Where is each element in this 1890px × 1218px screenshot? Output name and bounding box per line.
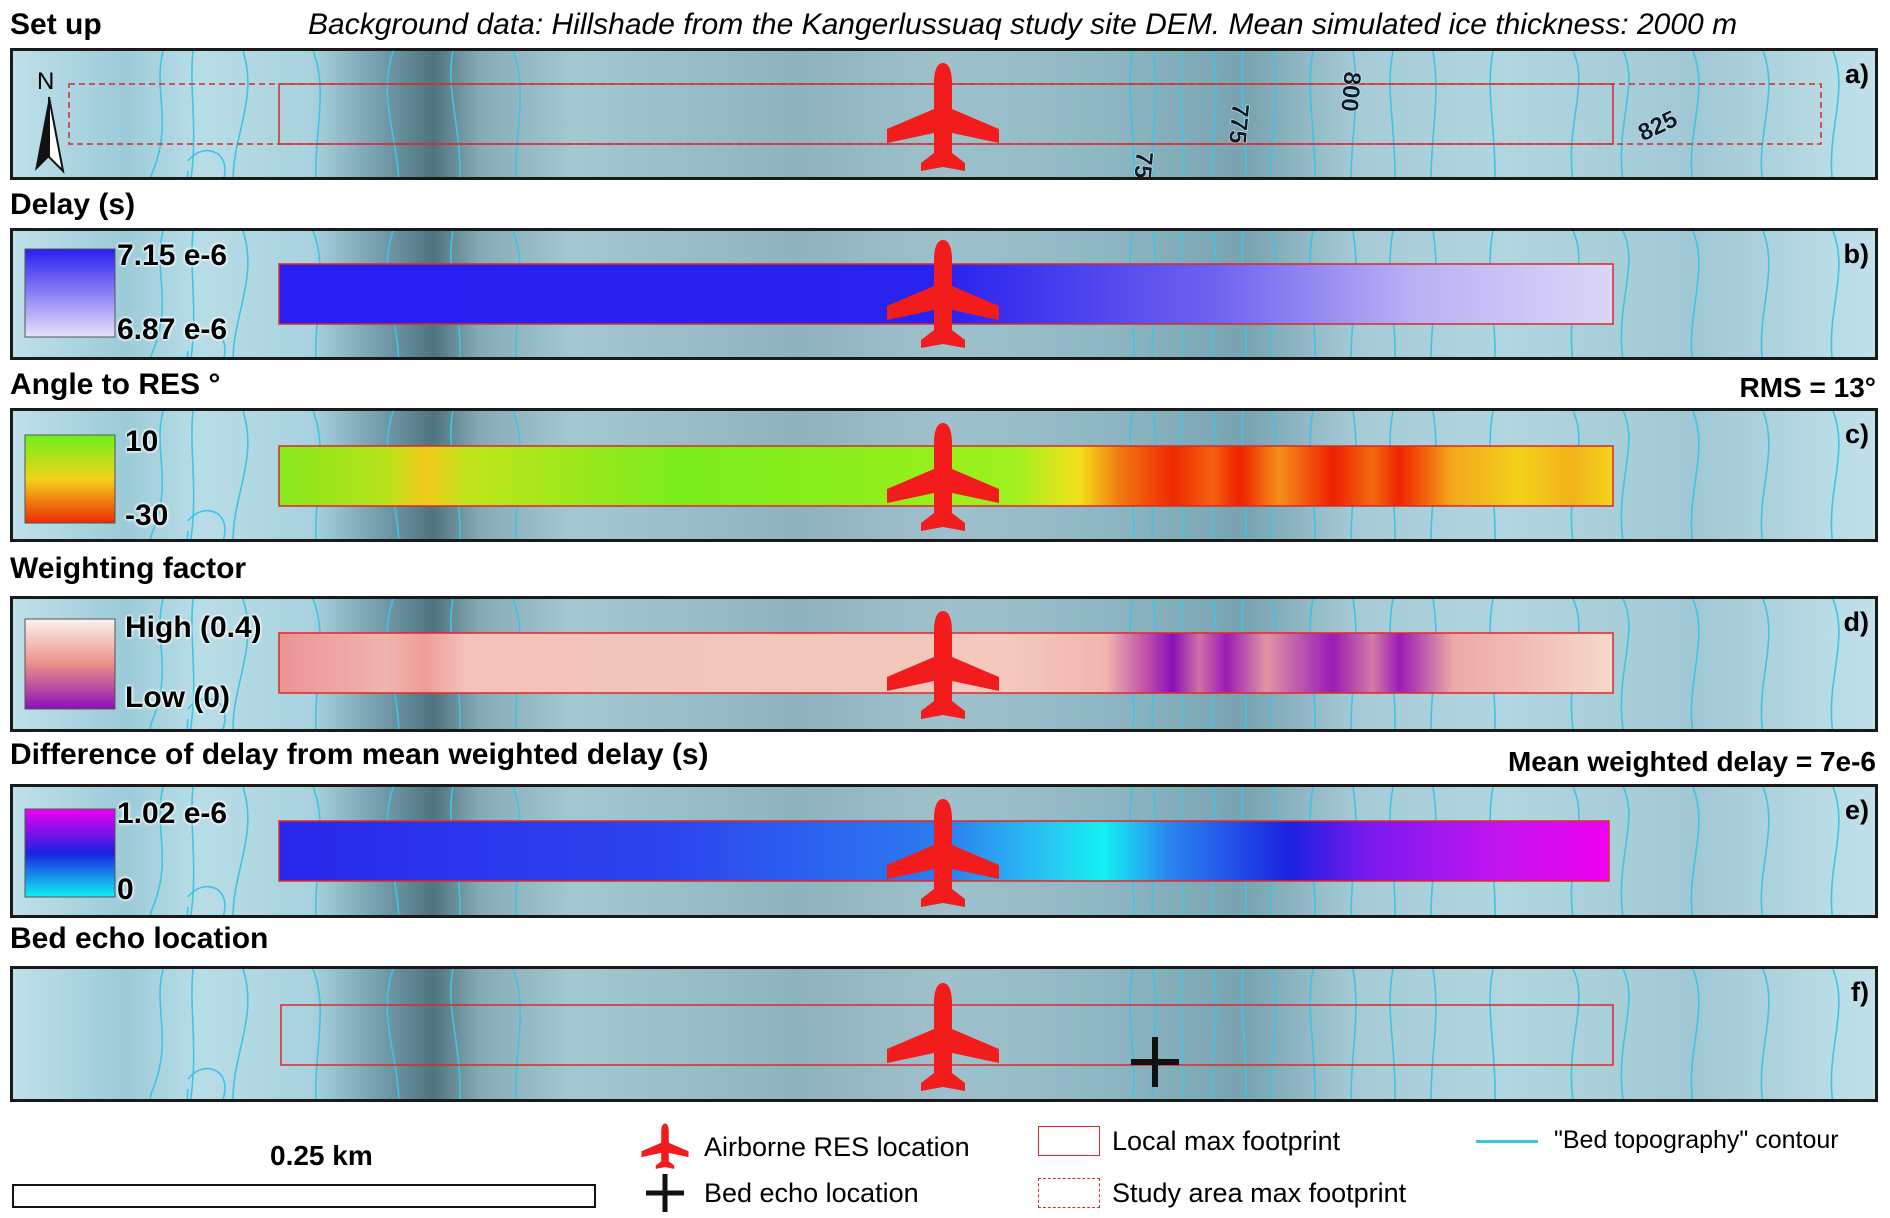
legend-contour-swatch (1476, 1140, 1538, 1143)
panel-label-f: f) (1851, 977, 1869, 1007)
panel-label-b: b) (1843, 239, 1869, 269)
panel-a-title: Set up (10, 8, 102, 41)
panel-c-map (13, 411, 1875, 539)
contour-label-750: 750 (1127, 151, 1157, 180)
difference-legend-max: 1.02 e-6 (117, 797, 228, 830)
panel-f: f) (10, 966, 1878, 1102)
panel-e-title: Difference of delay from mean weighted d… (10, 738, 709, 771)
legend-bed-echo-icon (646, 1174, 684, 1212)
panel-e-map (13, 787, 1875, 915)
rms-note: RMS = 13° (1739, 372, 1876, 403)
contour-label-800: 800 (1335, 71, 1365, 113)
north-label: N (37, 68, 54, 95)
panel-c-title: Angle to RES ° (10, 368, 221, 401)
panel-label-a: a) (1844, 59, 1869, 89)
legend-bed-echo-label: Bed echo location (704, 1178, 919, 1208)
difference-legend-min: 0 (117, 873, 134, 906)
legend-study-footprint-label: Study area max footprint (1112, 1178, 1407, 1208)
delay-legend-max: 7.15 e-6 (117, 239, 228, 272)
weighting-legend-max: High (0.4) (125, 611, 262, 644)
north-arrow-icon (35, 97, 49, 171)
legend-aircraft-icon (641, 1123, 689, 1169)
panel-f-title: Bed echo location (10, 922, 269, 955)
panel-label-e: e) (1844, 795, 1869, 825)
angle-legend-min: -30 (125, 499, 169, 532)
panel-label-d: d) (1843, 607, 1869, 637)
panel-d-title: Weighting factor (10, 552, 247, 585)
weighting-legend-ramp (24, 618, 116, 710)
angle-legend-ramp (24, 434, 116, 524)
panel-d: High (0.4) Low (0) d) (10, 596, 1878, 732)
legend-local-footprint-swatch (1038, 1126, 1100, 1156)
panel-d-map (13, 599, 1875, 729)
subtitle: Background data: Hillshade from the Kang… (308, 8, 1738, 41)
delay-legend-ramp (24, 248, 116, 338)
panel-b-map (13, 231, 1875, 357)
mean-weighted-delay-note: Mean weighted delay = 7e-6 (1507, 746, 1876, 777)
panel-a-map: N 750 775 800 825 (13, 51, 1875, 180)
legend-local-footprint-label: Local max footprint (1112, 1126, 1341, 1156)
delay-legend-min: 6.87 e-6 (117, 313, 228, 346)
contour-label-775: 775 (1223, 103, 1253, 145)
panel-b: 7.15 e-6 6.87 e-6 b) (10, 228, 1878, 360)
panel-b-title: Delay (s) (10, 188, 136, 221)
legend-study-footprint-swatch (1038, 1178, 1100, 1208)
panel-f-map (13, 969, 1875, 1099)
weighting-legend-min: Low (0) (125, 681, 230, 714)
panel-e: 1.02 e-6 0 e) (10, 784, 1878, 918)
scale-bar-label: 0.25 km (270, 1140, 373, 1171)
angle-legend-max: 10 (125, 425, 159, 458)
panel-a: N 750 775 800 825 a) (10, 48, 1878, 180)
legend-contour-label: "Bed topography" contour (1554, 1126, 1839, 1154)
scale-bar (12, 1184, 596, 1208)
bed-echo-cross-icon (1131, 1037, 1179, 1087)
panel-c: 10 -30 c) (10, 408, 1878, 542)
difference-legend-ramp (24, 808, 116, 898)
panel-label-c: c) (1844, 419, 1869, 449)
legend-aircraft-label: Airborne RES location (704, 1132, 970, 1162)
